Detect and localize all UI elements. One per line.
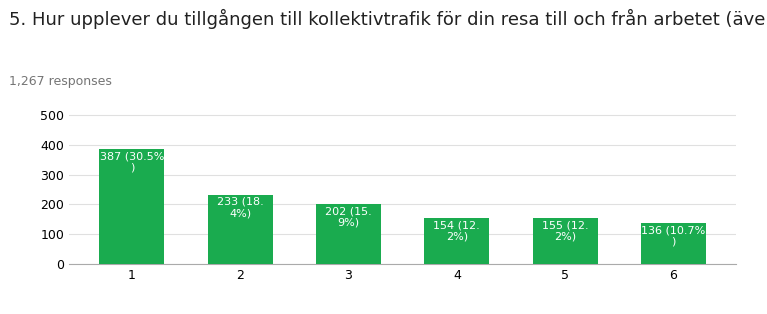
Bar [641,223,706,264]
Bar [208,195,273,264]
Bar [316,204,381,264]
Text: 1,267 responses: 1,267 responses [9,75,112,88]
Text: 5. Hur upplever du tillgången till kollektivtrafik för din resa till och från ar: 5. Hur upplever du tillgången till kolle… [9,9,767,30]
Bar [100,149,164,264]
Text: 155 (12.
2%): 155 (12. 2%) [542,220,588,241]
Bar [424,218,489,264]
Text: 387 (30.5%
): 387 (30.5% ) [100,151,164,172]
Text: 136 (10.7%
): 136 (10.7% ) [641,226,706,247]
Text: 154 (12.
2%): 154 (12. 2%) [433,220,480,241]
Text: 233 (18.
4%): 233 (18. 4%) [217,197,264,218]
Text: 202 (15.
9%): 202 (15. 9%) [325,206,372,227]
Bar [532,218,597,264]
